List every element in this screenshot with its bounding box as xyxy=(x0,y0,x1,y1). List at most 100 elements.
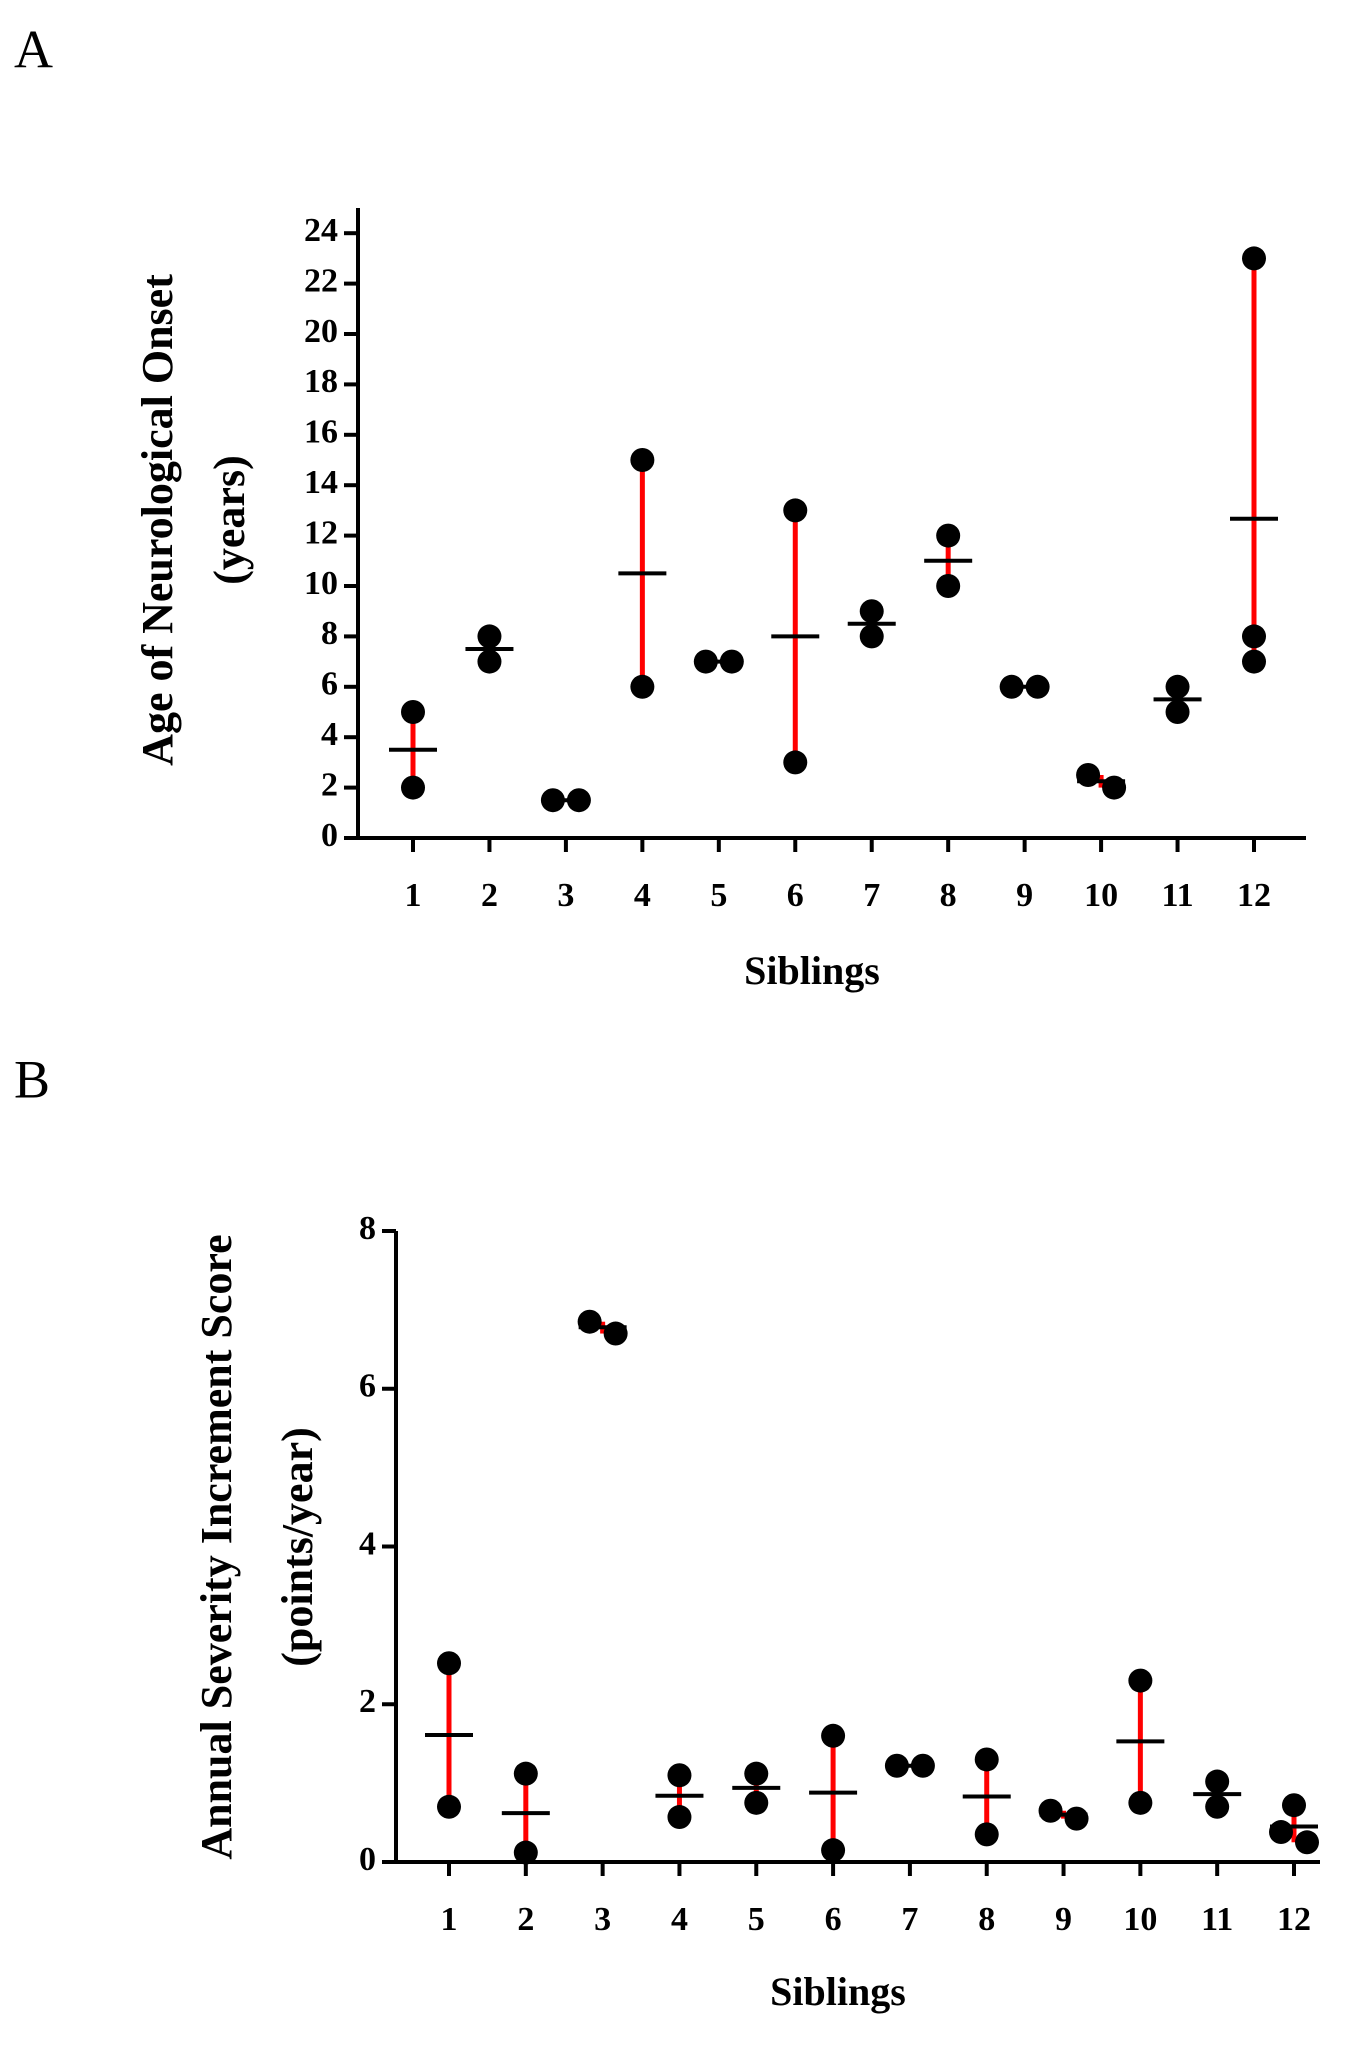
data-point xyxy=(1038,1798,1063,1823)
data-point xyxy=(1064,1806,1089,1831)
x-tick-label: 7 xyxy=(863,877,880,914)
data-point xyxy=(1269,1820,1293,1845)
y-axis-label: Annual Severity Increment Score xyxy=(192,1234,241,1859)
data-point xyxy=(630,448,655,472)
data-point xyxy=(477,624,502,649)
data-point xyxy=(513,1840,538,1865)
data-point xyxy=(1295,1830,1319,1855)
x-tick-label: 3 xyxy=(557,877,574,914)
data-point xyxy=(821,1723,846,1748)
x-tick-label: 1 xyxy=(405,877,422,914)
x-tick-label: 8 xyxy=(940,877,957,914)
data-point xyxy=(974,1747,999,1772)
y-tick-label: 10 xyxy=(304,565,338,602)
y-tick-label: 8 xyxy=(321,615,338,652)
data-point xyxy=(1165,700,1190,724)
y-tick-label: 4 xyxy=(359,1525,376,1562)
data-point xyxy=(667,1763,692,1788)
data-point xyxy=(437,1651,461,1676)
data-point xyxy=(783,750,808,775)
x-tick-label: 12 xyxy=(1277,1901,1311,1938)
y-tick-label: 4 xyxy=(321,716,338,753)
x-tick-label: 5 xyxy=(748,1901,765,1938)
data-point xyxy=(1282,1793,1306,1818)
data-point xyxy=(1242,649,1266,674)
x-tick-label: 9 xyxy=(1055,1901,1072,1938)
data-point xyxy=(936,523,961,548)
y-tick-label: 14 xyxy=(304,464,338,501)
y-tick-label: 0 xyxy=(321,817,338,854)
y-axis-label: (points/year) xyxy=(273,1427,322,1667)
data-point xyxy=(437,1794,461,1819)
data-point xyxy=(1025,674,1050,699)
x-tick-label: 3 xyxy=(594,1901,611,1938)
data-point xyxy=(859,624,884,649)
panel-label: A xyxy=(14,19,53,79)
data-point xyxy=(401,775,425,800)
data-point xyxy=(884,1753,909,1778)
data-point xyxy=(577,1309,602,1334)
y-tick-label: 22 xyxy=(304,262,338,299)
data-point xyxy=(936,574,961,598)
x-tick-label: 2 xyxy=(481,877,498,914)
y-tick-label: 16 xyxy=(304,414,338,451)
data-point xyxy=(477,649,502,674)
data-point xyxy=(719,649,744,674)
data-point xyxy=(1076,763,1101,787)
data-point xyxy=(1128,1790,1153,1815)
x-tick-label: 6 xyxy=(825,1901,842,1938)
data-point xyxy=(859,599,884,624)
data-point xyxy=(744,1790,769,1815)
x-tick-label: 12 xyxy=(1237,877,1271,914)
data-point xyxy=(1242,624,1266,649)
data-point xyxy=(513,1761,538,1786)
data-point xyxy=(630,674,655,699)
x-tick-label: 4 xyxy=(634,877,651,914)
y-tick-label: 2 xyxy=(321,766,338,803)
y-tick-label: 8 xyxy=(359,1210,376,1247)
y-axis-label: Age of Neurological Onset xyxy=(133,274,182,766)
data-point xyxy=(1102,775,1127,800)
data-point xyxy=(999,674,1024,699)
data-point xyxy=(693,649,718,674)
data-point xyxy=(1165,674,1190,699)
data-point xyxy=(821,1838,846,1863)
x-tick-label: 4 xyxy=(671,1901,688,1938)
y-tick-label: 20 xyxy=(304,313,338,350)
y-tick-label: 6 xyxy=(359,1368,376,1405)
x-axis-label: Siblings xyxy=(770,1969,906,2014)
data-point xyxy=(1242,246,1266,271)
data-point xyxy=(540,788,565,813)
x-tick-label: 11 xyxy=(1201,1901,1233,1938)
data-point xyxy=(1128,1668,1153,1693)
data-point xyxy=(401,700,425,724)
data-point xyxy=(1205,1769,1230,1794)
data-point xyxy=(1205,1794,1230,1819)
data-point xyxy=(566,788,591,813)
y-tick-label: 12 xyxy=(304,514,338,551)
y-tick-label: 18 xyxy=(304,363,338,400)
x-tick-label: 9 xyxy=(1016,877,1033,914)
data-point xyxy=(603,1321,628,1346)
x-tick-label: 10 xyxy=(1084,877,1118,914)
data-point xyxy=(667,1805,692,1830)
x-tick-label: 6 xyxy=(787,877,804,914)
x-tick-label: 5 xyxy=(710,877,727,914)
data-point xyxy=(910,1753,935,1778)
data-point xyxy=(783,498,808,523)
x-tick-label: 1 xyxy=(441,1901,458,1938)
x-axis-label: Siblings xyxy=(744,948,880,993)
x-tick-label: 7 xyxy=(901,1901,918,1938)
x-tick-label: 11 xyxy=(1161,877,1193,914)
y-tick-label: 0 xyxy=(359,1841,376,1878)
x-tick-label: 10 xyxy=(1123,1901,1157,1938)
data-point xyxy=(744,1761,769,1786)
y-axis-label: (years) xyxy=(205,455,254,585)
x-tick-label: 2 xyxy=(517,1901,534,1938)
y-tick-label: 2 xyxy=(359,1683,376,1720)
panel-label: B xyxy=(14,1049,50,1109)
data-point xyxy=(974,1822,999,1847)
x-tick-label: 8 xyxy=(978,1901,995,1938)
